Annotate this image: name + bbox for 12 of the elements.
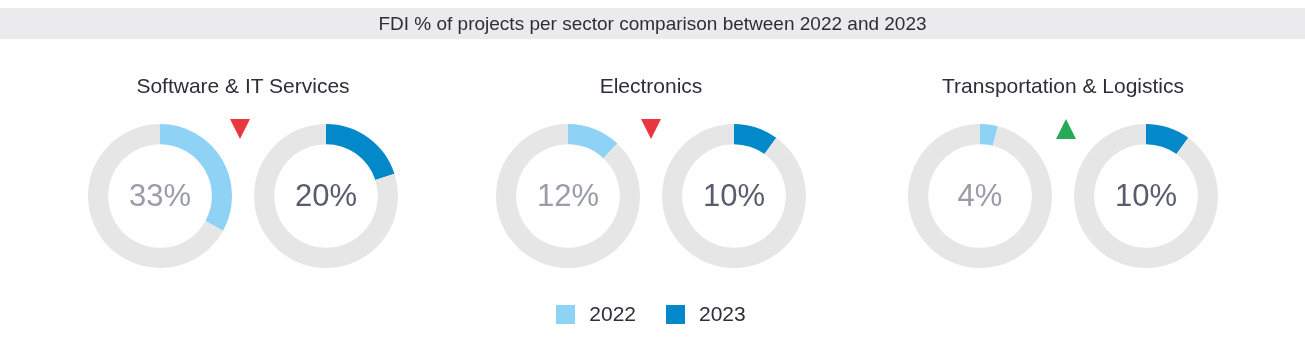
data-label: 4% [957, 177, 1003, 213]
text: FDI % of projects per sector comparison between 2022 and 2023 [0, 8, 1305, 39]
chart-subtitle: Electronics [598, 74, 704, 98]
data-label: 10% [1114, 177, 1178, 213]
legend-label: 2023 [699, 302, 746, 326]
data-label: 33% [128, 177, 192, 213]
chart-subtitle: Software & IT Services [135, 74, 351, 98]
data-label: 12% [536, 177, 600, 213]
chart-subtitle: Transportation & Logistics [941, 74, 1185, 98]
legend-label: 2022 [589, 302, 636, 326]
data-label: 20% [294, 177, 358, 213]
data-label: 10% [702, 177, 766, 213]
